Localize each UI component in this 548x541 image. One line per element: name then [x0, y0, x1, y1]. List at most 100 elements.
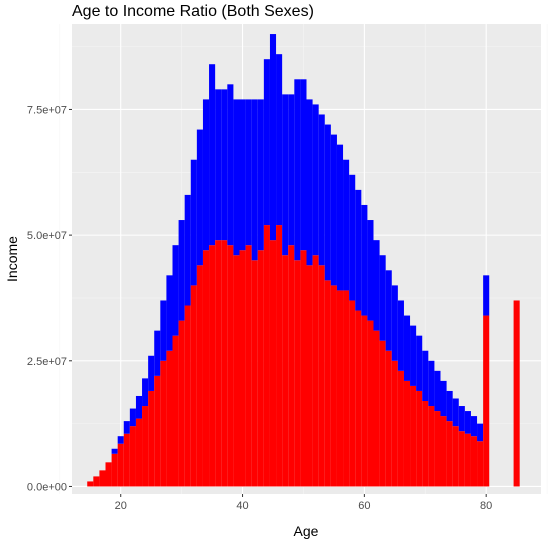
- bar-segment-0: [330, 285, 337, 487]
- bar-segment-1: [111, 448, 118, 454]
- bar-segment-0: [154, 375, 161, 487]
- bar-segment-1: [373, 240, 380, 331]
- bar-segment-1: [379, 255, 386, 341]
- bar-segment-0: [513, 300, 520, 487]
- bar-segment-1: [458, 406, 465, 432]
- bar-segment-0: [87, 481, 94, 487]
- bar-segment-1: [184, 194, 191, 306]
- bar-segment-1: [269, 34, 277, 241]
- bar-segment-1: [276, 54, 283, 226]
- bar-segment-1: [330, 134, 337, 286]
- bar-segment-0: [263, 225, 270, 487]
- bar-segment-1: [343, 159, 350, 291]
- bar-segment-0: [336, 290, 344, 487]
- bar-segment-1: [142, 378, 149, 407]
- bar-segment-0: [306, 265, 313, 487]
- bar-segment-0: [166, 350, 173, 487]
- bar-segment-1: [282, 94, 289, 256]
- bar-segment-0: [190, 285, 197, 487]
- bar-segment-0: [239, 250, 246, 487]
- bar-segment-0: [470, 436, 478, 487]
- bar-segment-1: [428, 360, 435, 407]
- bar-segment-1: [306, 99, 313, 266]
- bar-segment-0: [440, 416, 447, 487]
- bar-segment-1: [452, 398, 459, 427]
- y-tick-label: 7.5e+07: [27, 104, 67, 116]
- bar-segment-0: [215, 240, 222, 487]
- bar-segment-0: [373, 330, 380, 487]
- bar-segment-0: [117, 443, 124, 487]
- bar-segment-0: [379, 340, 386, 487]
- bar-segment-0: [403, 380, 411, 487]
- bar-segment-1: [440, 380, 447, 417]
- bar-segment-0: [458, 431, 465, 487]
- bar-segment-1: [397, 300, 404, 371]
- bar-segment-0: [434, 411, 441, 487]
- bar-segment-1: [349, 174, 356, 301]
- bar-segment-1: [446, 390, 453, 422]
- bar-segment-1: [172, 245, 179, 336]
- bar-segment-1: [470, 416, 478, 437]
- bar-segment-1: [117, 436, 124, 444]
- chart-title: Age to Income Ratio (Both Sexes): [72, 3, 314, 20]
- bar-segment-1: [477, 423, 484, 442]
- bar-segment-1: [483, 275, 490, 316]
- bar-segment-0: [142, 406, 149, 487]
- bar-segment-0: [410, 385, 417, 487]
- bar-segment-0: [300, 250, 307, 487]
- bar-segment-0: [324, 280, 331, 487]
- bar-segment-0: [422, 401, 429, 487]
- axis-ticks: 20 40 60 80 0.0e+00 2.5e+07 5.0e+07 7.5e+07: [27, 104, 492, 512]
- bar-segment-0: [245, 245, 252, 487]
- bars: [87, 34, 520, 487]
- bar-segment-1: [294, 79, 301, 261]
- bar-segment-0: [93, 476, 100, 487]
- x-tick-label: 20: [115, 500, 127, 512]
- bar-segment-1: [324, 124, 331, 281]
- bar-segment-1: [263, 59, 270, 226]
- bar-segment-0: [257, 250, 264, 487]
- bar-segment-0: [397, 370, 404, 487]
- bar-segment-1: [391, 285, 398, 361]
- bar-segment-0: [367, 320, 374, 487]
- bar-segment-0: [477, 441, 484, 487]
- bar-segment-0: [318, 265, 325, 487]
- bar-segment-1: [154, 330, 161, 376]
- bar-segment-1: [160, 300, 167, 361]
- bar-segment-0: [355, 310, 362, 487]
- bar-segment-1: [123, 421, 130, 434]
- bar-segment-1: [245, 99, 252, 246]
- bar-segment-1: [209, 64, 216, 246]
- bar-segment-0: [349, 300, 356, 487]
- bar-segment-0: [269, 240, 277, 487]
- bar-segment-0: [148, 390, 155, 487]
- bar-segment-0: [251, 260, 258, 487]
- bar-segment-1: [221, 89, 228, 241]
- bar-segment-1: [190, 159, 197, 286]
- bar-segment-0: [385, 350, 392, 487]
- x-tick-label: 60: [358, 500, 370, 512]
- bar-segment-1: [135, 395, 143, 419]
- bar-segment-0: [202, 250, 210, 487]
- x-axis-title: Age: [294, 523, 319, 539]
- bar-segment-0: [123, 433, 130, 487]
- bar-segment-0: [294, 260, 301, 487]
- bar-segment-0: [99, 470, 106, 487]
- bar-segment-1: [336, 144, 344, 291]
- bar-segment-1: [215, 89, 222, 241]
- bar-segment-1: [166, 275, 173, 351]
- bar-segment-0: [446, 421, 453, 487]
- bar-segment-0: [160, 360, 167, 487]
- bar-segment-1: [257, 99, 264, 251]
- bar-segment-0: [135, 418, 143, 487]
- bar-segment-0: [452, 426, 459, 487]
- bar-segment-0: [416, 390, 423, 487]
- bar-segment-0: [105, 462, 112, 487]
- bar-segment-1: [129, 408, 136, 427]
- bar-segment-1: [178, 220, 185, 321]
- bar-segment-1: [385, 270, 392, 351]
- y-axis-title: Income: [4, 236, 20, 282]
- bar-segment-0: [391, 360, 398, 487]
- bar-segment-0: [361, 315, 368, 487]
